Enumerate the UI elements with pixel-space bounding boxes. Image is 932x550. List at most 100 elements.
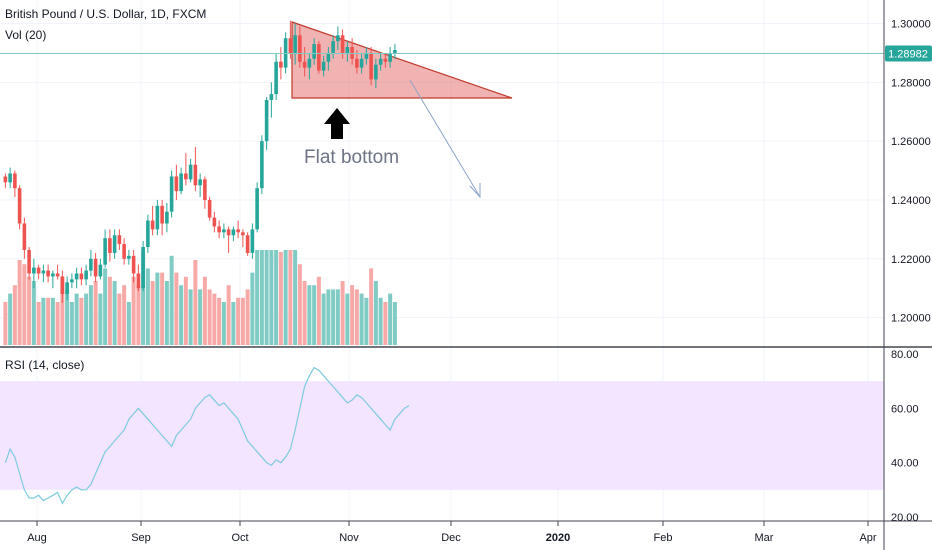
candle-body: [13, 173, 17, 189]
candle-body: [383, 58, 388, 62]
time-tick-label: Dec: [441, 532, 461, 544]
volume-bar: [98, 293, 103, 345]
volume-bar: [388, 293, 393, 345]
volume-bar: [231, 302, 236, 345]
volume-bar: [46, 297, 51, 345]
volume-bar: [112, 281, 117, 345]
candle-body: [279, 61, 283, 68]
volume-bar: [283, 250, 288, 345]
price-tick-label: 1.22000: [891, 254, 931, 266]
volume-bar: [212, 293, 217, 345]
volume-bar: [107, 276, 112, 345]
volume-bar: [74, 293, 79, 345]
time-tick-label: Apr: [859, 532, 876, 544]
candle-body: [136, 273, 141, 289]
candle-body: [41, 270, 46, 274]
candle-body: [226, 229, 231, 236]
candle-body: [255, 188, 259, 230]
up-arrow-icon: [324, 108, 350, 139]
time-tick-label: Mar: [755, 532, 774, 544]
volume-bar: [50, 297, 55, 345]
candle-body: [93, 258, 98, 277]
candle-body: [369, 52, 373, 80]
price-badge: 1.28982: [885, 45, 932, 62]
volume-bar: [335, 289, 340, 345]
volume-bar: [264, 250, 269, 345]
rsi-tick-label: 80.00: [891, 349, 919, 361]
rsi-series-line: [4, 366, 410, 505]
volume-bar: [17, 260, 22, 345]
candle-body: [84, 270, 88, 280]
volume-bar: [359, 293, 364, 345]
price-candles: [3, 20, 397, 303]
time-tick-label: Feb: [654, 532, 673, 544]
rsi-line: [4, 366, 410, 505]
candle-body: [388, 52, 392, 62]
volume-bar: [354, 289, 359, 345]
candle-body: [27, 249, 31, 274]
candle-body: [250, 229, 255, 253]
volume-bar: [331, 289, 336, 345]
candle-body: [46, 270, 50, 277]
volume-bar: [174, 272, 179, 345]
symbol-title[interactable]: British Pound / U.S. Dollar, 1D, FXCM: [5, 7, 206, 21]
rsi-band: [0, 381, 884, 490]
time-tick-label: Sep: [131, 532, 151, 544]
candle-body: [55, 273, 60, 277]
time-tick-label: 2020: [546, 532, 570, 544]
candle-body: [302, 61, 307, 68]
time-tick-label: Nov: [339, 532, 359, 544]
candle-body: [36, 267, 41, 274]
candle-body: [188, 164, 193, 180]
candle-body: [117, 235, 122, 245]
time-axis[interactable]: Aug Sep Oct Nov Dec 2020 Feb Mar Apr: [27, 521, 877, 544]
candle-body: [127, 255, 131, 259]
volume-bar: [193, 260, 198, 345]
volume-bar: [274, 250, 279, 345]
volume-bar: [240, 297, 245, 345]
volume-bar: [345, 293, 350, 345]
volume-bar: [84, 293, 89, 345]
price-axis[interactable]: 1.20000 1.22000 1.24000 1.26000 1.28000 1.300…: [891, 19, 931, 325]
price-tick-label: 1.24000: [891, 195, 931, 207]
candle-body: [312, 44, 316, 59]
volume-bar: [236, 297, 241, 345]
volume-bar: [69, 302, 74, 345]
candle-body: [298, 35, 302, 62]
volume-bar: [65, 289, 70, 345]
volume-bar: [364, 297, 369, 345]
candle-body: [326, 52, 331, 62]
volume-bar: [60, 276, 65, 345]
candle-body: [179, 173, 183, 192]
volume-legend[interactable]: Vol (20): [5, 28, 46, 42]
volume-bar: [383, 302, 388, 345]
volume-bar: [131, 276, 136, 345]
volume-bar: [226, 285, 231, 345]
rsi-tick-label: 40.00: [891, 458, 919, 470]
volume-bar: [12, 285, 17, 345]
volume-bar: [221, 302, 226, 345]
candle-body: [150, 220, 155, 230]
candle-body: [283, 38, 288, 68]
volume-bar: [369, 268, 374, 345]
volume-bar: [164, 281, 169, 345]
price-tick-label: 1.30000: [891, 19, 931, 31]
rsi-tick-label: 20.00: [891, 512, 919, 524]
candle-body: [8, 173, 12, 183]
volume-bar: [217, 297, 222, 345]
volume-bar: [392, 302, 397, 345]
candle-body: [160, 205, 164, 224]
rsi-axis[interactable]: 20.00 40.00 60.00 80.00: [891, 349, 919, 524]
volume-bar: [141, 251, 146, 345]
candle-body: [193, 164, 198, 186]
candle-body: [3, 176, 8, 183]
volume-bar: [36, 302, 41, 345]
time-tick-label: Aug: [27, 532, 47, 544]
candle-body: [260, 141, 264, 189]
candle-body: [293, 35, 297, 53]
rsi-legend[interactable]: RSI (14, close): [5, 358, 84, 372]
volume-bar: [93, 281, 98, 345]
volume-bar: [297, 264, 302, 345]
candle-body: [241, 232, 245, 236]
candle-body: [245, 235, 250, 253]
